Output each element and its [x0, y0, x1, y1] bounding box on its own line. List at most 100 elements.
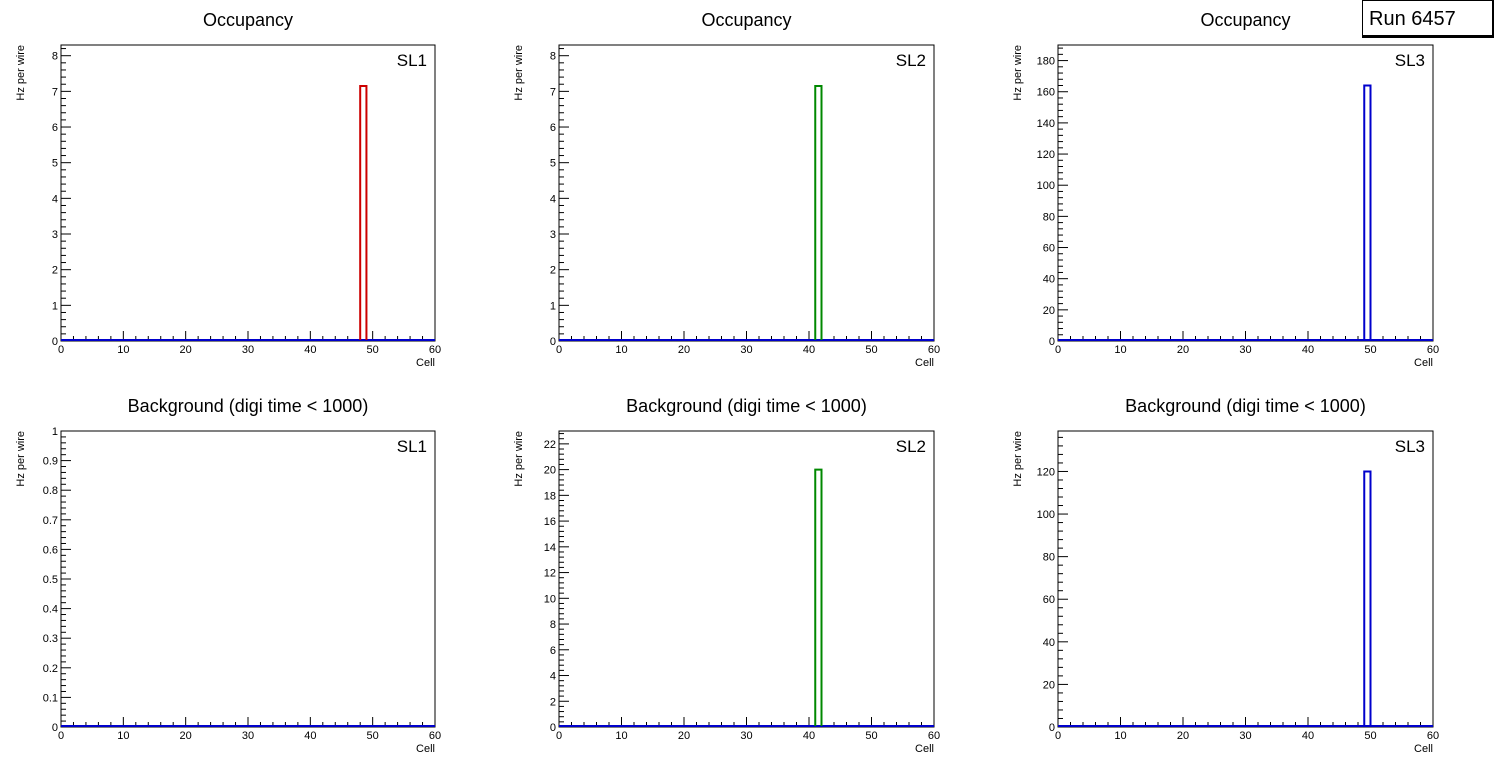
y-axis-label: Hz per wire	[1012, 45, 1024, 101]
superlayer-label: SL1	[397, 437, 427, 456]
y-tick-label: 100	[1037, 180, 1055, 192]
y-tick-label: 0.8	[43, 485, 58, 497]
x-tick-label: 20	[1177, 730, 1189, 742]
y-tick-label: 5	[52, 158, 58, 170]
y-tick-label: 4	[52, 193, 58, 205]
y-tick-label: 5	[550, 158, 556, 170]
y-tick-label: 6	[550, 122, 556, 134]
x-tick-label: 30	[242, 344, 254, 356]
x-tick-label: 20	[1177, 344, 1189, 356]
y-tick-label: 8	[550, 619, 556, 631]
y-tick-label: 12	[544, 568, 556, 580]
y-tick-label: 0	[1049, 722, 1055, 734]
histogram-panel-1: Occupancy SL1 0 10 20 30 40 50 60 0 1 2 3 4 5 6 7 8 Cell Hz…	[15, 10, 441, 369]
y-tick-label: 100	[1037, 509, 1055, 521]
histogram-panel-4: Background (digi time < 1000) SL1 0 10 20 30 4…	[15, 396, 441, 755]
x-tick-label: 0	[556, 344, 562, 356]
x-tick-label: 60	[928, 730, 940, 742]
x-tick-label: 10	[615, 730, 627, 742]
y-tick-label: 0	[550, 722, 556, 734]
superlayer-label: SL3	[1395, 437, 1425, 456]
x-tick-label: 40	[803, 730, 815, 742]
y-tick-label: 0.3	[43, 633, 58, 645]
histogram-bin	[359, 85, 368, 340]
x-tick-label: 20	[180, 344, 192, 356]
y-tick-label: 8	[550, 51, 556, 63]
x-tick-label: 60	[429, 344, 441, 356]
y-tick-label: 6	[52, 122, 58, 134]
x-axis-label: Cell	[915, 743, 934, 755]
y-tick-label: 140	[1037, 118, 1055, 130]
x-tick-label: 50	[367, 344, 379, 356]
panel-title: Occupancy	[203, 10, 293, 30]
y-tick-label: 1	[550, 300, 556, 312]
histogram-bin	[1363, 470, 1372, 726]
histogram-bin	[814, 85, 823, 340]
x-tick-label: 50	[865, 730, 877, 742]
superlayer-label: SL2	[896, 51, 926, 70]
y-tick-label: 4	[550, 193, 556, 205]
y-tick-label: 0.9	[43, 456, 58, 468]
y-tick-label: 2	[550, 265, 556, 277]
plot-frame	[1057, 430, 1434, 728]
y-tick-label: 20	[1043, 679, 1055, 691]
superlayer-label: SL3	[1395, 51, 1425, 70]
y-axis-label: Hz per wire	[513, 431, 525, 487]
x-axis-label: Cell	[1414, 743, 1433, 755]
y-tick-label: 18	[544, 490, 556, 502]
y-tick-label: 0	[52, 336, 58, 348]
plot-frame	[1057, 44, 1434, 342]
histogram-panel-6: Background (digi time < 1000) SL3 0 10 20 30 4…	[1012, 396, 1439, 755]
x-axis-label: Cell	[1414, 357, 1433, 369]
x-tick-label: 10	[117, 730, 129, 742]
y-tick-label: 0	[1049, 336, 1055, 348]
y-tick-label: 180	[1037, 56, 1055, 68]
x-tick-label: 20	[180, 730, 192, 742]
x-tick-label: 10	[1114, 344, 1126, 356]
x-tick-label: 10	[1114, 730, 1126, 742]
y-tick-label: 80	[1043, 552, 1055, 564]
plot-frame	[558, 430, 935, 728]
x-tick-label: 30	[1239, 730, 1251, 742]
y-tick-label: 0.5	[43, 574, 58, 586]
x-tick-label: 30	[740, 344, 752, 356]
y-tick-label: 0.1	[43, 692, 58, 704]
y-axis-label: Hz per wire	[15, 431, 27, 487]
y-tick-label: 120	[1037, 149, 1055, 161]
panel-title: Occupancy	[701, 10, 791, 30]
x-tick-label: 30	[242, 730, 254, 742]
y-tick-label: 20	[544, 465, 556, 477]
y-tick-label: 3	[550, 229, 556, 241]
x-tick-label: 0	[1055, 730, 1061, 742]
y-tick-label: 2	[52, 265, 58, 277]
y-tick-label: 1	[52, 426, 58, 438]
x-tick-label: 40	[1302, 730, 1314, 742]
y-tick-label: 10	[544, 593, 556, 605]
y-tick-label: 6	[550, 645, 556, 657]
y-tick-label: 22	[544, 439, 556, 451]
x-tick-label: 60	[1427, 344, 1439, 356]
x-tick-label: 40	[304, 730, 316, 742]
x-tick-label: 50	[1364, 730, 1376, 742]
x-tick-label: 60	[928, 344, 940, 356]
y-tick-label: 7	[52, 86, 58, 98]
x-tick-label: 10	[615, 344, 627, 356]
x-tick-label: 0	[58, 730, 64, 742]
panel-title: Background (digi time < 1000)	[128, 396, 369, 416]
x-tick-label: 30	[740, 730, 752, 742]
y-tick-label: 16	[544, 516, 556, 528]
y-tick-label: 20	[1043, 305, 1055, 317]
x-tick-label: 30	[1239, 344, 1251, 356]
x-tick-label: 50	[367, 730, 379, 742]
y-tick-label: 60	[1043, 594, 1055, 606]
y-tick-label: 40	[1043, 274, 1055, 286]
x-tick-label: 40	[304, 344, 316, 356]
y-tick-label: 40	[1043, 637, 1055, 649]
x-tick-label: 0	[556, 730, 562, 742]
panel-title: Occupancy	[1200, 10, 1290, 30]
y-tick-label: 0.7	[43, 515, 58, 527]
y-tick-label: 3	[52, 229, 58, 241]
plot-frame	[60, 430, 436, 728]
y-tick-label: 120	[1037, 466, 1055, 478]
x-tick-label: 60	[429, 730, 441, 742]
